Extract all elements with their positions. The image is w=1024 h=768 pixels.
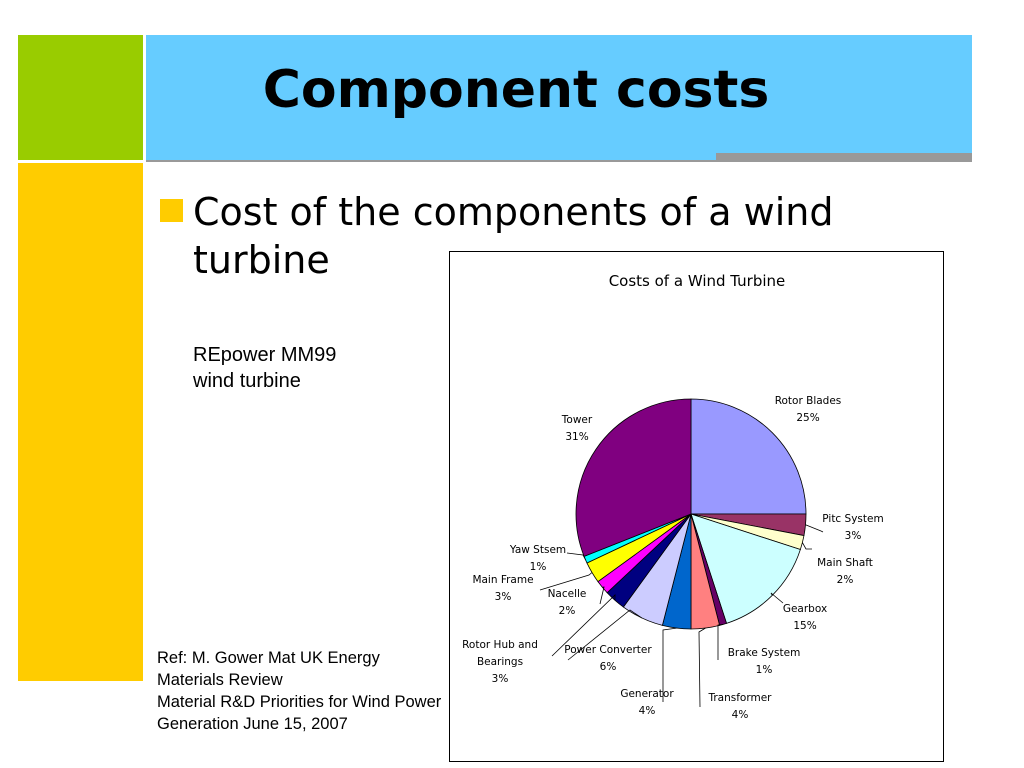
leader-line — [717, 624, 724, 660]
pie-slice-tower — [575, 398, 692, 557]
title-divider-accent — [716, 153, 972, 161]
slice-percent: 1% — [756, 664, 773, 676]
slide-title: Component costs — [262, 60, 770, 120]
bullet-square-icon — [160, 199, 183, 222]
leader-line — [599, 586, 605, 605]
pie-chart: Costs of a Wind Turbine Rotor Blades 25% P… — [462, 272, 884, 721]
title-divider — [146, 160, 972, 162]
slice-label: Yaw Stsem 1% — [509, 544, 566, 573]
slice-percent: 2% — [837, 574, 854, 586]
leader-line — [802, 542, 812, 550]
bullet-text: Cost of the components of a wind turbine — [193, 190, 834, 282]
slice-label: Tower 31% — [561, 414, 593, 443]
slice-label: Rotor Blades 25% — [775, 395, 842, 424]
slice-percent: 25% — [796, 412, 819, 424]
slice-label: Gearbox 15% — [783, 603, 827, 632]
green-accent-block — [18, 35, 143, 160]
slice-label: Main Shaft 2% — [817, 557, 873, 586]
slice-label: Nacelle 2% — [548, 588, 587, 617]
slice-percent: 1% — [530, 561, 547, 573]
slice-percent: 2% — [559, 605, 576, 617]
slice-percent: 6% — [600, 661, 617, 673]
slice-label: Transformer 4% — [707, 692, 772, 721]
leader-line — [551, 594, 616, 657]
slice-percent: 3% — [492, 673, 509, 685]
reference-text: Ref: M. Gower Mat UK Energy Materials Re… — [157, 649, 442, 733]
slice-percent: 15% — [793, 620, 816, 632]
leader-line — [662, 627, 677, 702]
slice-label: Power Converter 6% — [564, 644, 652, 673]
slice-label: Brake System 1% — [728, 647, 801, 676]
slice-percent: 3% — [495, 591, 512, 603]
title-bar — [146, 35, 972, 160]
slice-label: Rotor Hub and Bearings 3% — [462, 639, 538, 685]
leader-line — [539, 572, 593, 591]
pie-chart-frame: Costs of a Wind Turbine Rotor Blades 25% P… — [449, 251, 944, 762]
slice-label: Pitc System 3% — [822, 513, 883, 542]
leader-line — [805, 524, 824, 533]
slice-percent: 3% — [845, 530, 862, 542]
slice-percent: 4% — [639, 705, 656, 717]
yellow-accent-block — [18, 163, 143, 681]
leader-line — [698, 627, 706, 708]
turbine-model-text: REpower MM99 wind turbine — [193, 344, 337, 392]
chart-title: Costs of a Wind Turbine — [609, 272, 786, 290]
pie-slice-rotor-blades — [690, 398, 807, 515]
leader-line — [567, 609, 643, 661]
slice-percent: 4% — [732, 709, 749, 721]
leader-line — [566, 552, 586, 560]
slice-percent: 31% — [565, 431, 588, 443]
slice-label: Generator 4% — [620, 688, 674, 717]
slice-label: Main Frame 3% — [472, 574, 533, 603]
leader-line — [770, 592, 784, 604]
